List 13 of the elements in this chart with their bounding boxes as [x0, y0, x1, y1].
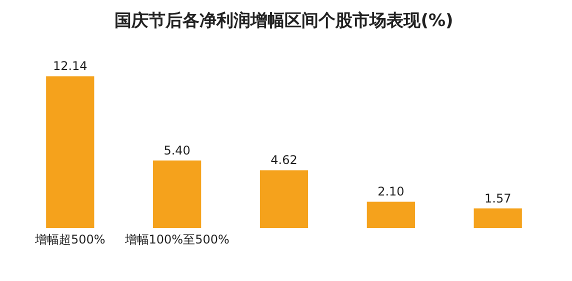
bar	[366, 202, 415, 228]
bar	[474, 208, 522, 228]
bar	[46, 76, 94, 228]
data-label: 2.10	[378, 184, 404, 199]
chart-title: 国庆节后各净利润增幅区间个股市场表现(%)	[114, 11, 454, 31]
data-label: 4.62	[270, 153, 298, 168]
data-label: 1.57	[484, 191, 512, 206]
data-label: 5.40	[164, 143, 190, 158]
bar	[260, 170, 308, 228]
data-label: 12.14	[52, 59, 88, 74]
x-tick-label: 增幅超500%	[34, 232, 106, 246]
bar	[153, 160, 202, 228]
x-tick-label: 增幅100%至500%	[124, 232, 230, 246]
